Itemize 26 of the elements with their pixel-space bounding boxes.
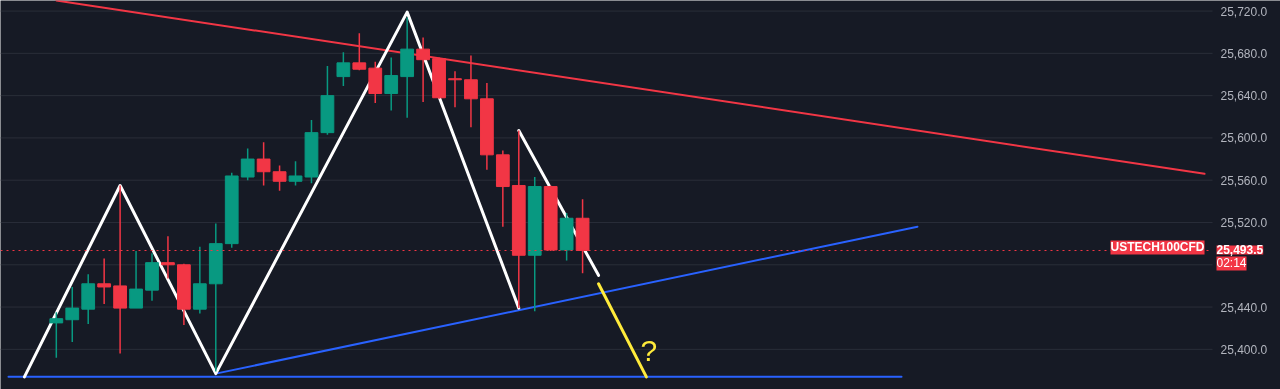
y-tick-label: 25,440.0 <box>1220 300 1268 315</box>
text: 02:14 <box>1216 256 1247 271</box>
candlestick <box>336 51 351 87</box>
candlestick <box>272 164 287 192</box>
y-tick-label: 25,600.0 <box>1220 131 1268 146</box>
candlestick <box>384 56 399 112</box>
candlestick <box>352 32 367 72</box>
annotation: USTECH100CFD <box>1110 240 1205 255</box>
candlestick <box>97 257 112 305</box>
y-tick-label: 25,720.0 <box>1220 4 1268 19</box>
candlestick <box>129 250 143 309</box>
ref-line-label: 25,493.5 <box>1216 243 1264 258</box>
y-tick-label: 25,680.0 <box>1220 46 1268 61</box>
y-tick-label: 25,520.0 <box>1220 215 1268 230</box>
candlestick <box>49 311 64 359</box>
y-tick-label: 25,640.0 <box>1220 89 1268 104</box>
annotation: ? <box>640 334 658 367</box>
candlestick <box>240 147 255 181</box>
line-series <box>22 10 521 379</box>
y-tick-label: 25,400.0 <box>1220 342 1268 357</box>
candlestick <box>256 141 271 187</box>
candlestick <box>448 70 462 109</box>
y-tick-label: 25,560.0 <box>1220 173 1268 188</box>
candlestick <box>464 54 478 129</box>
candlestick <box>416 36 430 103</box>
candlestick <box>65 286 80 343</box>
